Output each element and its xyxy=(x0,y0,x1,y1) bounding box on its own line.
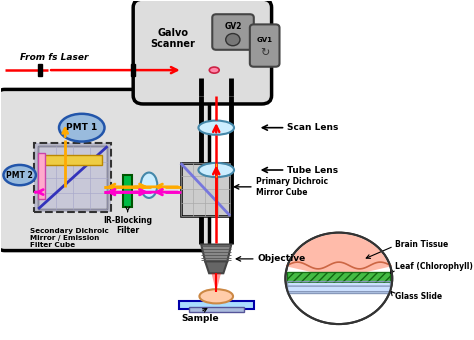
Text: Sample: Sample xyxy=(182,314,219,323)
Text: Primary Dichroic
Mirror Cube: Primary Dichroic Mirror Cube xyxy=(256,177,328,197)
FancyBboxPatch shape xyxy=(133,0,272,104)
Text: Glass Slide: Glass Slide xyxy=(395,292,443,302)
Text: Leaf (Chlorophyll): Leaf (Chlorophyll) xyxy=(395,262,473,271)
Text: Scan Lens: Scan Lens xyxy=(287,123,339,132)
Text: Galvo
Scanner: Galvo Scanner xyxy=(150,28,195,49)
Bar xyxy=(287,272,390,282)
Bar xyxy=(123,175,132,207)
Ellipse shape xyxy=(199,163,234,177)
Circle shape xyxy=(226,34,240,46)
Ellipse shape xyxy=(141,172,157,198)
Ellipse shape xyxy=(199,121,234,135)
Text: Brain Tissue: Brain Tissue xyxy=(395,240,448,249)
Text: PMT 2: PMT 2 xyxy=(6,171,33,180)
Text: From fs Laser: From fs Laser xyxy=(20,53,89,62)
Ellipse shape xyxy=(59,114,104,141)
Bar xyxy=(287,272,390,282)
Ellipse shape xyxy=(200,289,233,303)
FancyBboxPatch shape xyxy=(212,14,254,50)
Polygon shape xyxy=(201,244,231,261)
Text: PMT 1: PMT 1 xyxy=(66,123,97,132)
Bar xyxy=(287,282,390,293)
Circle shape xyxy=(285,233,392,324)
Text: IR-Blocking
Filter: IR-Blocking Filter xyxy=(103,216,152,235)
Bar xyxy=(287,282,390,293)
Bar xyxy=(38,146,108,209)
Text: Secondary Dichroic
Mirror / Emission
Filter Cube: Secondary Dichroic Mirror / Emission Fil… xyxy=(30,227,109,248)
Text: Objective: Objective xyxy=(258,254,306,264)
Bar xyxy=(181,163,230,216)
Bar xyxy=(38,153,46,199)
Bar xyxy=(189,307,244,312)
Ellipse shape xyxy=(210,67,219,73)
Polygon shape xyxy=(211,273,221,292)
Bar xyxy=(179,301,254,309)
Bar xyxy=(34,143,111,212)
Text: GV2: GV2 xyxy=(224,22,242,31)
Polygon shape xyxy=(205,261,228,273)
Text: ↻: ↻ xyxy=(260,48,269,58)
FancyBboxPatch shape xyxy=(0,89,210,251)
Text: GV1: GV1 xyxy=(256,37,273,42)
FancyBboxPatch shape xyxy=(250,24,280,67)
Text: Tube Lens: Tube Lens xyxy=(287,166,338,174)
Wedge shape xyxy=(288,234,389,278)
Bar xyxy=(38,64,42,76)
Bar xyxy=(44,155,101,165)
Bar xyxy=(131,64,135,76)
Ellipse shape xyxy=(3,165,36,185)
